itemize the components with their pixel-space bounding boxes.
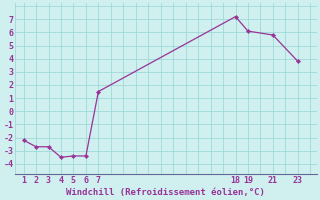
X-axis label: Windchill (Refroidissement éolien,°C): Windchill (Refroidissement éolien,°C) [66,188,265,197]
